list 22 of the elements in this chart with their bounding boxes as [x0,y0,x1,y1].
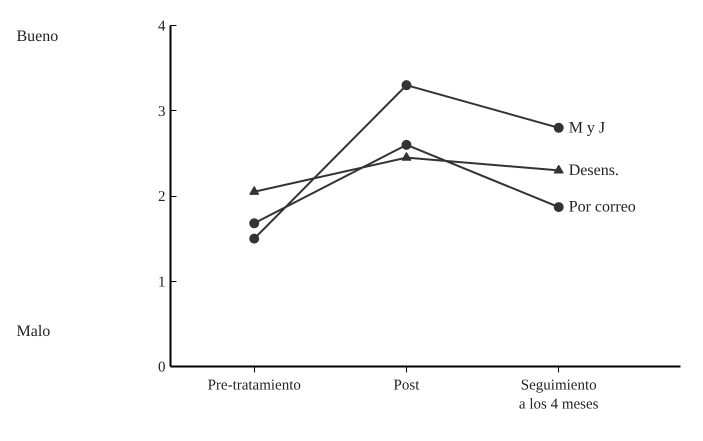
x-tick-label: Seguimiento a los 4 meses [518,378,599,413]
y-tick-label: 1 [158,274,166,290]
y-tick-label: 3 [158,104,166,120]
x-tick-label: Pre-tratamiento [208,378,301,394]
point [401,140,412,150]
point [401,152,412,161]
point [554,122,564,133]
point [249,186,260,195]
y-tick-label: 4 [158,18,166,34]
y-tick-label: 0 [158,360,166,376]
point [554,202,564,212]
point [401,80,412,90]
y-tick-label: 2 [158,189,166,205]
point [249,234,260,244]
text: Malo [16,323,50,340]
point [554,164,564,174]
point [249,218,260,228]
text: Bueno [16,28,58,45]
series-label: Por correo [568,198,636,216]
series-label: Desens. [568,162,619,179]
series-label: M y J [568,119,606,136]
x-tick-label: Post [394,378,420,394]
